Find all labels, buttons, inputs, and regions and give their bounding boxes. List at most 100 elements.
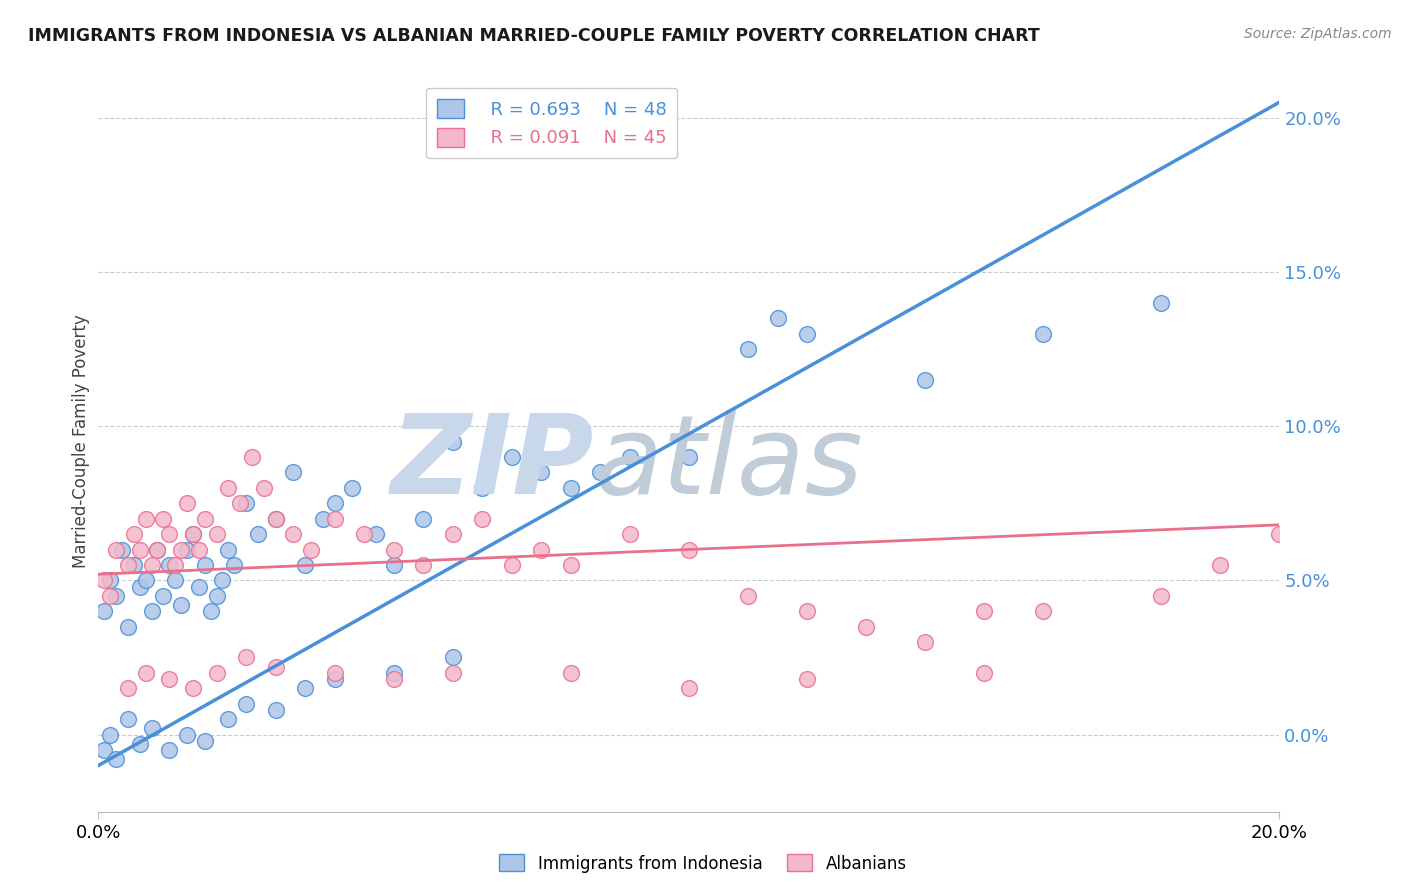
Point xyxy=(560,558,582,572)
Point xyxy=(205,589,228,603)
Point xyxy=(141,558,163,572)
Point xyxy=(1268,527,1291,541)
Point xyxy=(1032,604,1054,618)
Point xyxy=(141,604,163,618)
Point xyxy=(141,722,163,736)
Legend:   R = 0.693    N = 48,   R = 0.091    N = 45: R = 0.693 N = 48, R = 0.091 N = 45 xyxy=(426,87,678,158)
Point xyxy=(205,665,228,680)
Point xyxy=(128,580,150,594)
Point xyxy=(128,542,150,557)
Point xyxy=(737,589,759,603)
Point xyxy=(342,481,364,495)
Point xyxy=(217,481,239,495)
Legend: Immigrants from Indonesia, Albanians: Immigrants from Indonesia, Albanians xyxy=(492,847,914,880)
Point xyxy=(737,342,759,356)
Point xyxy=(796,326,818,341)
Point xyxy=(1150,295,1173,310)
Y-axis label: Married-Couple Family Poverty: Married-Couple Family Poverty xyxy=(72,315,90,568)
Point xyxy=(914,373,936,387)
Point xyxy=(678,450,700,464)
Point xyxy=(382,665,405,680)
Point xyxy=(194,558,217,572)
Point xyxy=(105,589,128,603)
Point xyxy=(235,496,257,510)
Point xyxy=(471,511,494,525)
Point xyxy=(181,681,204,696)
Point xyxy=(678,542,700,557)
Point xyxy=(312,511,335,525)
Point xyxy=(382,672,405,686)
Point xyxy=(98,589,121,603)
Text: ZIP: ZIP xyxy=(391,410,595,517)
Point xyxy=(796,672,818,686)
Point xyxy=(157,672,180,686)
Point xyxy=(1032,326,1054,341)
Point xyxy=(283,466,305,480)
Point xyxy=(122,558,145,572)
Point xyxy=(353,527,375,541)
Point xyxy=(146,542,169,557)
Point xyxy=(146,542,169,557)
Point xyxy=(364,527,387,541)
Point xyxy=(200,604,222,618)
Point xyxy=(619,450,641,464)
Point xyxy=(323,665,346,680)
Point xyxy=(1209,558,1232,572)
Point xyxy=(299,542,322,557)
Point xyxy=(382,542,405,557)
Point xyxy=(211,574,233,588)
Point xyxy=(323,496,346,510)
Point xyxy=(560,481,582,495)
Point xyxy=(253,481,276,495)
Point xyxy=(152,511,174,525)
Point xyxy=(135,511,157,525)
Point xyxy=(224,558,246,572)
Point xyxy=(217,542,239,557)
Point xyxy=(264,511,287,525)
Point xyxy=(181,527,204,541)
Point xyxy=(441,434,464,449)
Point xyxy=(93,604,115,618)
Point xyxy=(165,558,187,572)
Point xyxy=(501,450,523,464)
Text: Source: ZipAtlas.com: Source: ZipAtlas.com xyxy=(1244,27,1392,41)
Point xyxy=(441,527,464,541)
Point xyxy=(264,659,287,673)
Point xyxy=(194,733,217,747)
Point xyxy=(530,542,553,557)
Point xyxy=(294,681,316,696)
Point xyxy=(619,527,641,541)
Point xyxy=(176,542,198,557)
Point xyxy=(412,511,434,525)
Point xyxy=(176,728,198,742)
Point xyxy=(441,665,464,680)
Point xyxy=(246,527,269,541)
Point xyxy=(205,527,228,541)
Text: IMMIGRANTS FROM INDONESIA VS ALBANIAN MARRIED-COUPLE FAMILY POVERTY CORRELATION : IMMIGRANTS FROM INDONESIA VS ALBANIAN MA… xyxy=(28,27,1040,45)
Point xyxy=(323,672,346,686)
Point xyxy=(165,574,187,588)
Point xyxy=(264,511,287,525)
Point xyxy=(235,650,257,665)
Point xyxy=(117,619,139,633)
Point xyxy=(135,574,157,588)
Point xyxy=(176,496,198,510)
Point xyxy=(157,527,180,541)
Point xyxy=(117,712,139,726)
Point xyxy=(194,511,217,525)
Point xyxy=(105,542,128,557)
Point xyxy=(1150,589,1173,603)
Point xyxy=(170,542,193,557)
Point xyxy=(441,650,464,665)
Point xyxy=(560,665,582,680)
Point xyxy=(235,697,257,711)
Point xyxy=(855,619,877,633)
Point xyxy=(471,481,494,495)
Point xyxy=(240,450,263,464)
Point xyxy=(181,527,204,541)
Point xyxy=(98,728,121,742)
Point xyxy=(152,589,174,603)
Point xyxy=(264,703,287,717)
Text: atlas: atlas xyxy=(595,410,863,517)
Point xyxy=(157,743,180,757)
